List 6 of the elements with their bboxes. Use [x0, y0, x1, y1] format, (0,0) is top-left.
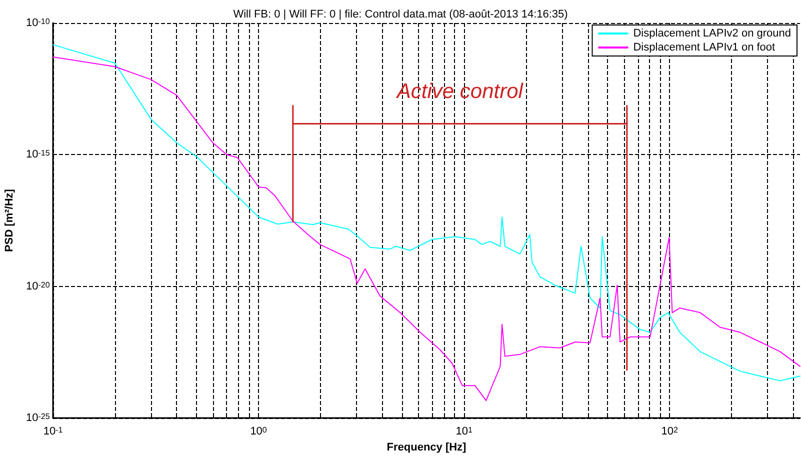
annotation: Active control — [394, 80, 524, 103]
y-axis-title: PSD [m²/Hz] — [4, 188, 16, 252]
chart-title: Will FB: 0 | Will FF: 0 | file: Control data.mat (08-août-2013 14:16:35) — [233, 8, 568, 20]
x-axis-title: Frequency [Hz] — [386, 441, 467, 454]
legend-label: Displacement LAPIv1 on foot — [633, 42, 776, 54]
legend-label: Displacement LAPIv2 on ground — [633, 28, 792, 40]
